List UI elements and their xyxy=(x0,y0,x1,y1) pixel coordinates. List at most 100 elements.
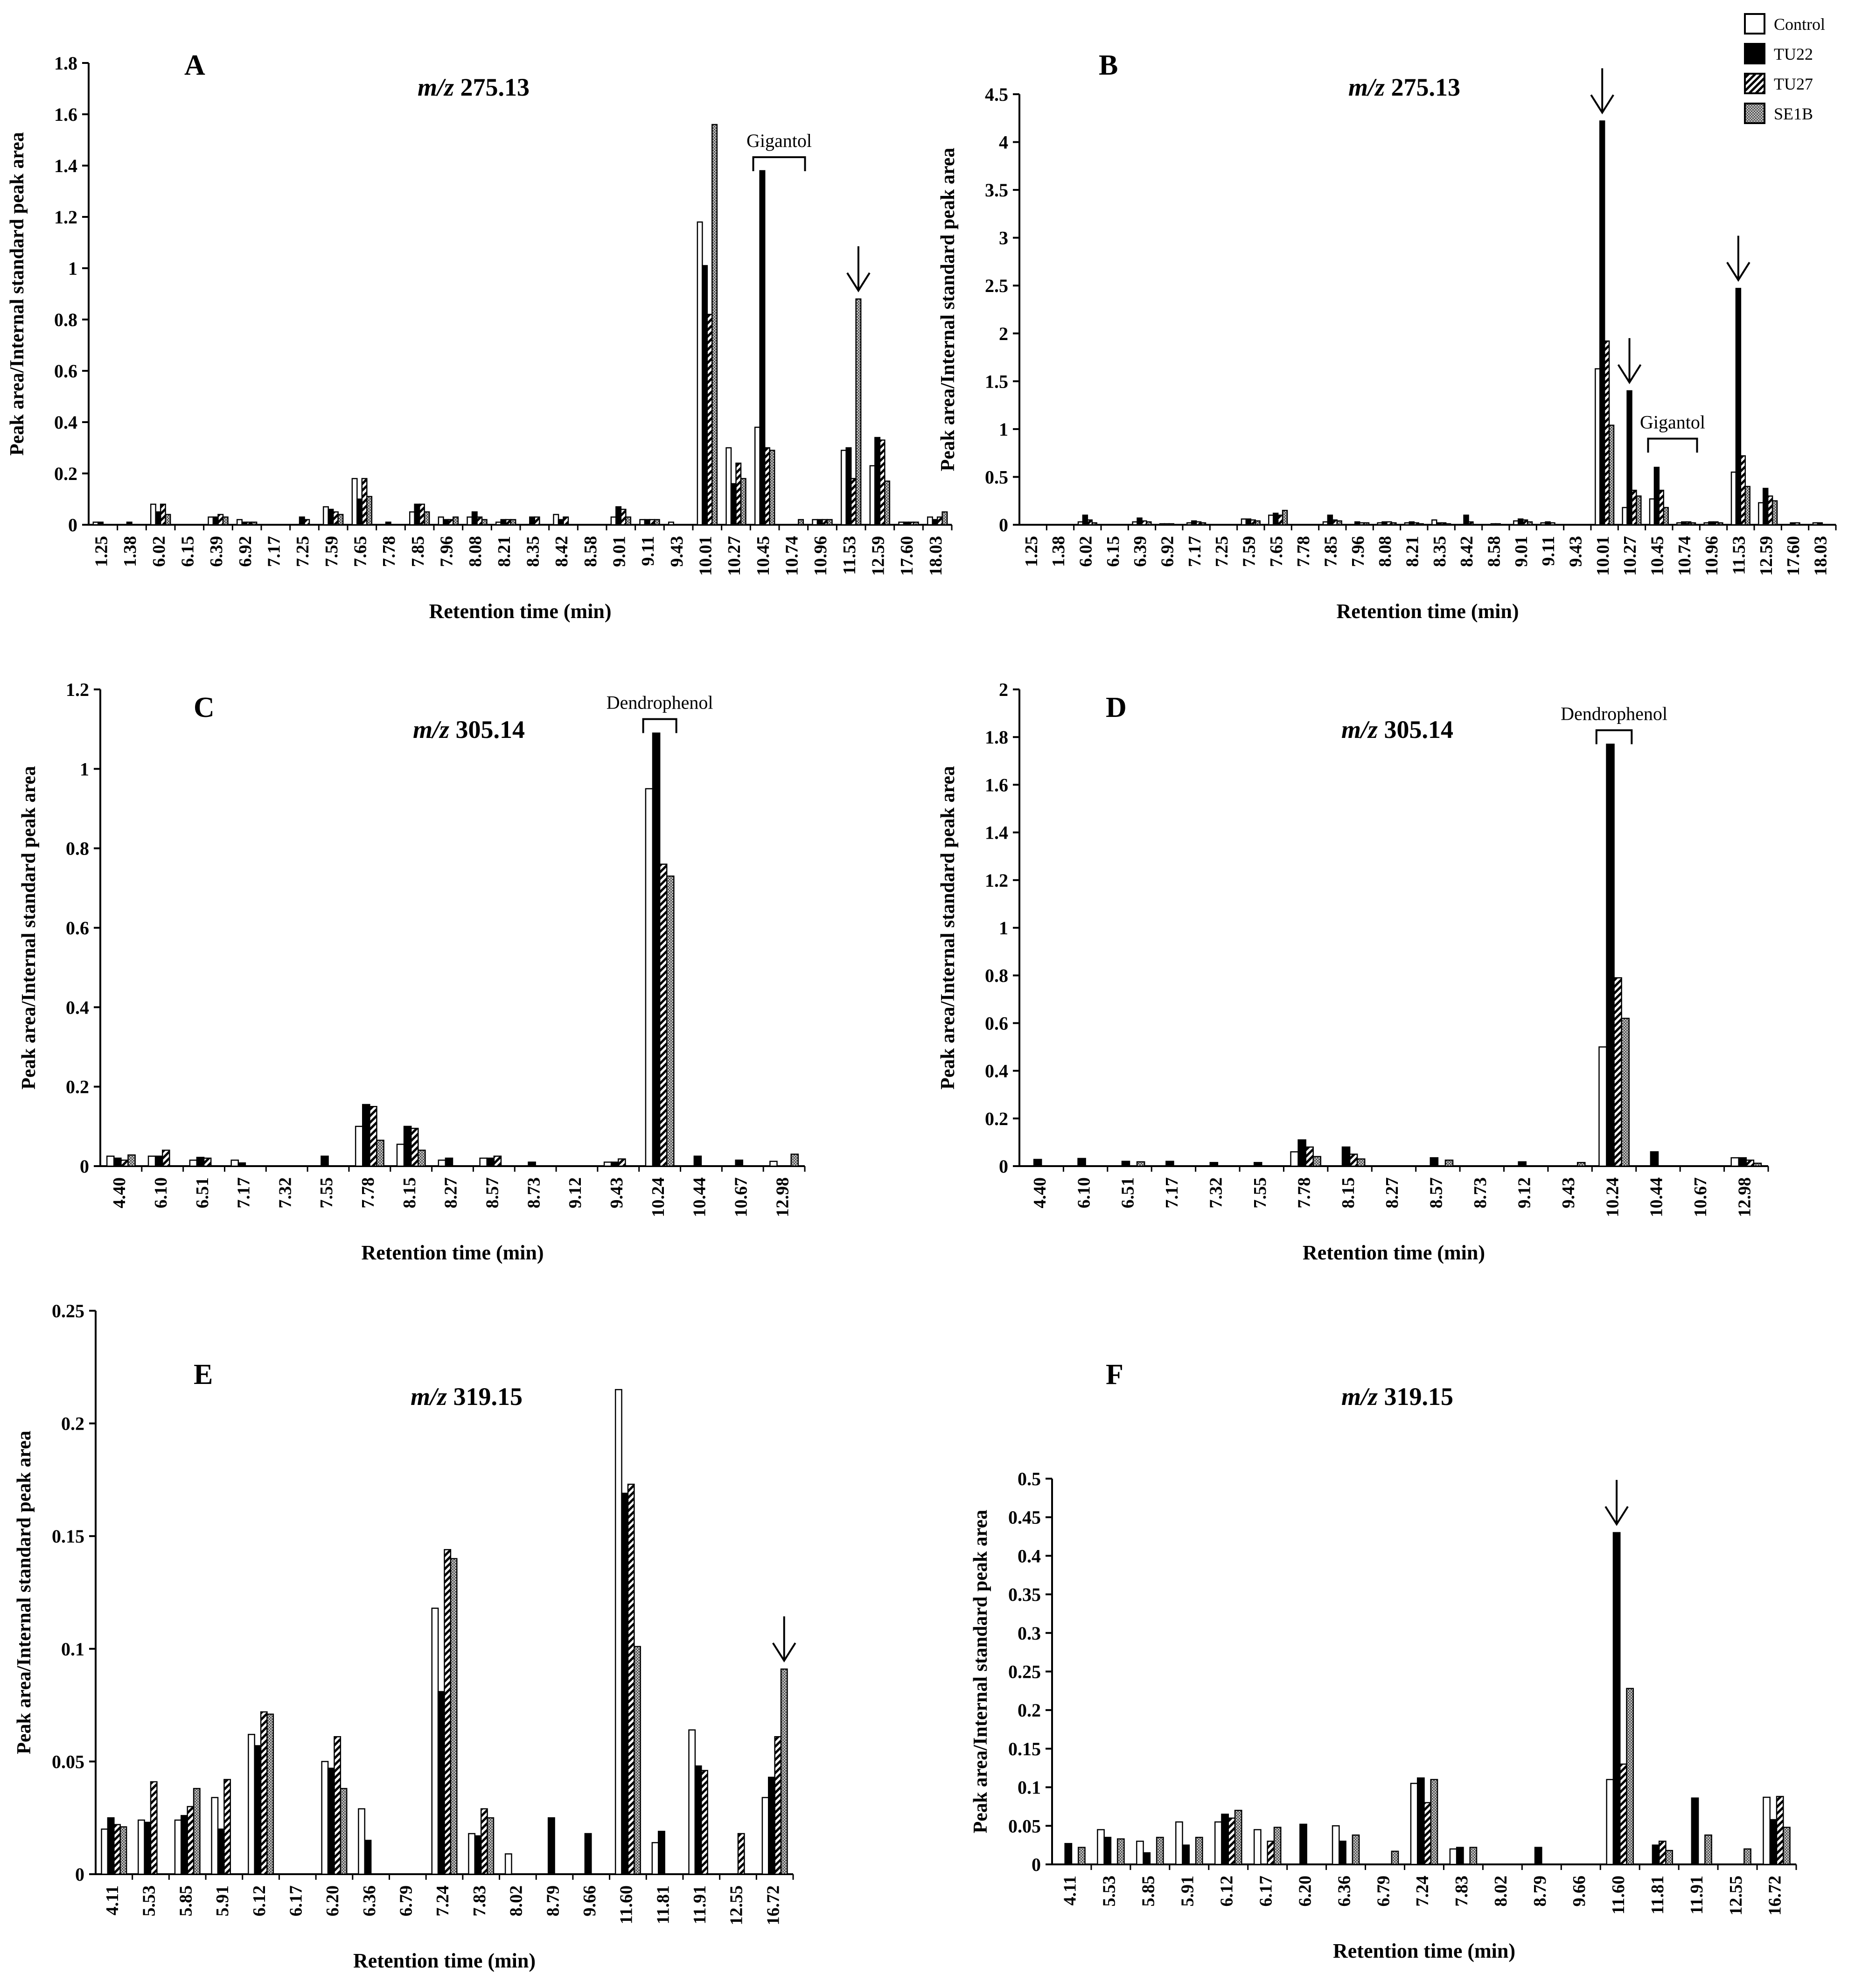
arrow-head xyxy=(846,272,871,292)
bar-se1b xyxy=(266,1713,274,1875)
bar-control xyxy=(351,478,358,526)
bar-tu22 xyxy=(1137,517,1143,526)
bar-tu22 xyxy=(1790,522,1796,526)
bar-tu22 xyxy=(1518,518,1524,526)
bar-control xyxy=(467,516,473,526)
bar-tu27 xyxy=(908,521,914,526)
x-tick-label: 6.92 xyxy=(1158,536,1178,567)
bar-tu27 xyxy=(1386,521,1392,526)
bar-tu22 xyxy=(1409,521,1415,526)
bar-control xyxy=(1676,522,1682,526)
bar-tu22 xyxy=(1082,514,1088,526)
bar-tu27 xyxy=(1305,1146,1314,1167)
x-tick-label: 7.17 xyxy=(234,1177,254,1209)
bar-se1b xyxy=(634,1646,641,1875)
x-tick-label: 12.55 xyxy=(1726,1876,1746,1916)
bar-se1b xyxy=(1663,507,1669,526)
x-tick-label: 5.53 xyxy=(139,1885,159,1917)
mz-value: 305.14 xyxy=(1378,716,1453,744)
x-tick-label: 9.11 xyxy=(638,536,658,566)
bar-tu22 xyxy=(1033,1159,1042,1167)
bar-tu27 xyxy=(187,1806,195,1875)
bar-control xyxy=(614,1389,622,1875)
legend-item-tu27: TU27 xyxy=(1744,73,1813,94)
x-tick-label: 9.01 xyxy=(610,536,629,567)
bar-se1b xyxy=(1753,1162,1762,1167)
bar-tu22 xyxy=(113,1157,122,1167)
bar-tu22 xyxy=(362,1104,370,1167)
x-tick-label: 16.72 xyxy=(763,1885,783,1925)
x-tick-label: 8.35 xyxy=(523,536,543,567)
bar-se1b xyxy=(481,519,488,526)
bar-tu27 xyxy=(304,519,310,526)
bar-tu22 xyxy=(528,1161,536,1167)
y-tick-label: 3 xyxy=(999,228,1008,249)
bar-control xyxy=(645,788,654,1167)
bar-control xyxy=(840,450,847,526)
bar-se1b xyxy=(193,1788,201,1875)
bar-se1b xyxy=(666,876,675,1167)
bar-se1b xyxy=(1576,1162,1586,1167)
bar-tu22 xyxy=(1518,1161,1527,1167)
y-tick-label: 0 xyxy=(1032,1854,1041,1875)
bar-se1b xyxy=(1336,520,1342,526)
bar-control xyxy=(1649,498,1655,526)
bar-tu27 xyxy=(1604,340,1610,526)
y-tick-label: 1.6 xyxy=(54,104,77,125)
arrow-annotation xyxy=(846,246,871,292)
bar-se1b xyxy=(1621,1017,1630,1167)
y-tick-label: 1.8 xyxy=(54,53,77,74)
x-tick-label: 10.96 xyxy=(811,536,830,576)
bar-tu22 xyxy=(443,519,449,526)
bar-tu22 xyxy=(768,1776,775,1875)
panel-f: Fm/z 319.15 0 0.05 0.1 0.15 0.2 0.25 0.3 0.35 0.4… xyxy=(970,1359,1797,1962)
x-tick-label: 11.91 xyxy=(1687,1876,1707,1914)
x-tick-label: 7.78 xyxy=(379,536,399,567)
legend-item-control: Control xyxy=(1744,13,1825,35)
bar-se1b xyxy=(1234,1809,1242,1865)
y-tick-label: 1.8 xyxy=(985,727,1008,748)
x-tick-label: 8.02 xyxy=(1491,1876,1511,1907)
bar-tu27 xyxy=(659,863,668,1167)
bar-tu22 xyxy=(1416,1777,1425,1865)
bar-tu27 xyxy=(369,1106,377,1167)
mz-prefix: m/z xyxy=(1348,73,1385,101)
y-tick-label: 0.2 xyxy=(985,1108,1008,1129)
x-axis-label: Retention time (min) xyxy=(1333,1939,1515,1962)
y-tick-label: 3.5 xyxy=(985,180,1008,201)
bar-tu27 xyxy=(1794,522,1800,526)
x-tick-label: 7.85 xyxy=(408,536,428,567)
bracket-label: Dendrophenol xyxy=(607,692,713,713)
x-tick-label: 4.11 xyxy=(1060,1876,1080,1905)
x-tick-label: 7.78 xyxy=(358,1177,378,1209)
bar-tu22 xyxy=(1339,1841,1346,1865)
x-tick-label: 1.38 xyxy=(120,536,140,567)
mz-prefix: m/z xyxy=(413,716,449,744)
bar-tu22 xyxy=(652,732,661,1167)
bar-tu27 xyxy=(1087,519,1093,526)
bar-tu22 xyxy=(364,1840,372,1875)
legend-label-control: Control xyxy=(1774,15,1825,34)
bar-control xyxy=(761,1797,769,1875)
x-tick-label: 6.51 xyxy=(1118,1177,1138,1209)
x-tick-label: 12.98 xyxy=(773,1177,792,1217)
bar-control xyxy=(869,465,876,526)
bar-control xyxy=(725,447,732,526)
x-tick-label: 8.79 xyxy=(1530,1876,1550,1907)
bar-tu27 xyxy=(1440,522,1447,526)
bar-tu27 xyxy=(1468,521,1474,526)
x-tick-label: 7.85 xyxy=(1321,536,1341,567)
bar-tu27 xyxy=(1141,520,1147,526)
bar-se1b xyxy=(1608,424,1615,526)
bar-se1b xyxy=(1445,523,1451,526)
x-tick-label: 6.36 xyxy=(360,1885,379,1917)
x-tick-label: 6.39 xyxy=(1130,536,1150,567)
bar-tu22 xyxy=(1456,1847,1464,1865)
x-tick-label: 9.12 xyxy=(565,1177,585,1209)
bar-se1b xyxy=(780,1668,788,1875)
y-tick-label: 2 xyxy=(999,323,1008,344)
bar-tu22 xyxy=(486,1157,495,1167)
bar-control xyxy=(639,519,646,526)
bar-tu22 xyxy=(144,1821,152,1875)
x-tick-label: 8.58 xyxy=(581,536,600,567)
